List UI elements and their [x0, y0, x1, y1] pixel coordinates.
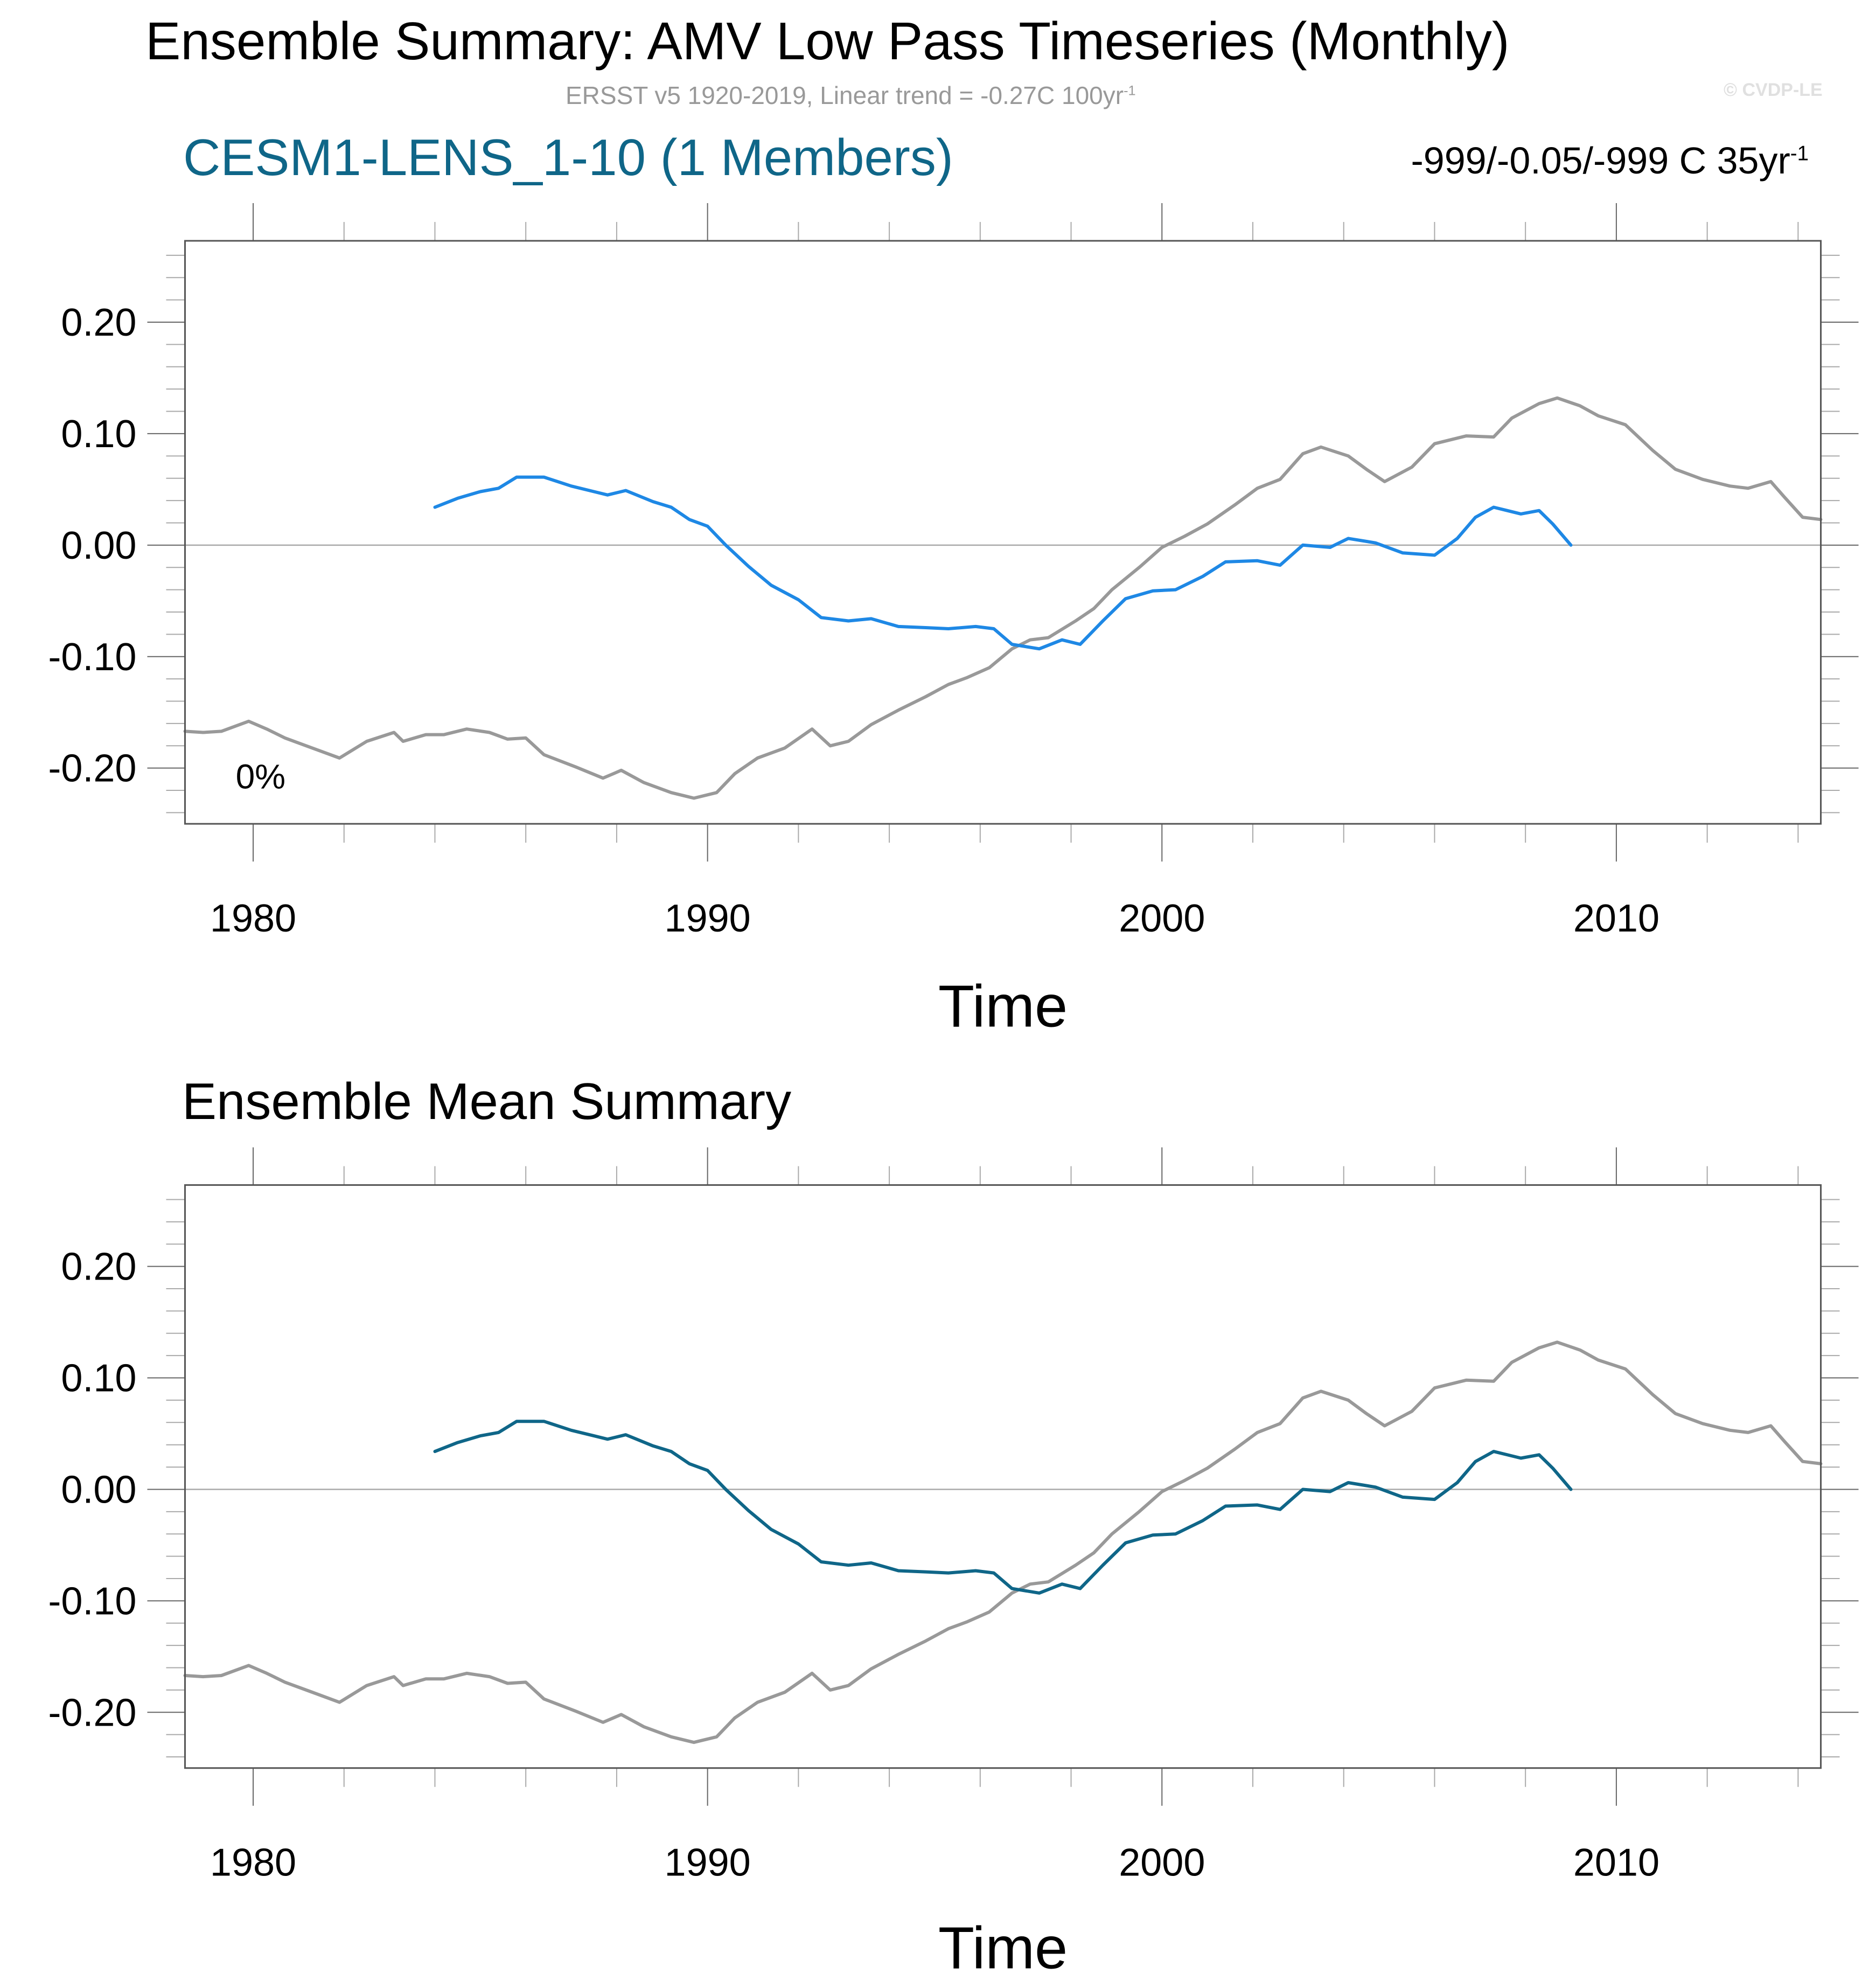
x-axis-title: Time: [938, 974, 1068, 1040]
y-tick-label: -0.20: [48, 747, 136, 790]
observations-series-line: [183, 1340, 1823, 1744]
stats-text: -999/-0.05/-999 C 35yr: [1411, 140, 1790, 182]
subtitle-text: ERSST v5 1920-2019, Linear trend = -0.27…: [566, 81, 1124, 109]
subtitle: ERSST v5 1920-2019, Linear trend = -0.27…: [566, 81, 1136, 110]
stats-superscript: -1: [1790, 142, 1809, 165]
y-tick-label: 0.00: [61, 524, 136, 567]
x-axis-title: Time: [938, 1915, 1068, 1981]
panel-top-stats: -999/-0.05/-999 C 35yr-1: [1411, 139, 1809, 182]
x-tick-label: 1980: [210, 897, 296, 940]
panel-bottom-title: Ensemble Mean Summary: [182, 1073, 792, 1130]
y-tick-label: -0.20: [48, 1691, 136, 1734]
subtitle-superscript: -1: [1124, 83, 1136, 99]
chart-panel-top: 0.20 0.10 0.00 -0.10 -0.20 1980 1990 2000 2010 Ti…: [48, 203, 1859, 1040]
x-tick-label: 1980: [210, 1841, 296, 1885]
percent-annotation: 0%: [236, 757, 286, 796]
panel-top-title: CESM1-LENS_1-10 (1 Members): [183, 129, 953, 186]
x-tick-label: 2010: [1573, 1841, 1659, 1885]
x-tick-label: 2010: [1573, 897, 1659, 940]
model-series-line: [433, 475, 1573, 651]
y-tick-label: 0.00: [61, 1468, 136, 1511]
plot-frame: [184, 240, 1822, 825]
model-series-line: [433, 1420, 1573, 1595]
main-title: Ensemble Summary: AMV Low Pass Timeserie…: [145, 11, 1510, 71]
x-tick-label: 2000: [1119, 1841, 1205, 1885]
y-tick-label: 0.10: [61, 1357, 136, 1400]
x-tick-label: 1990: [665, 1841, 751, 1885]
copyright-label: © CVDP-LE: [1724, 80, 1823, 100]
observations-series-line: [183, 396, 1823, 800]
y-tick-label: -0.10: [48, 1580, 136, 1623]
chart-panel-bottom: 0.20 0.10 0.00 -0.10 -0.20 1980 1990 2000 2010 Ti…: [48, 1147, 1859, 1981]
y-tick-label: -0.10: [48, 636, 136, 679]
plot-frame: [184, 1184, 1822, 1769]
x-tick-label: 1990: [665, 897, 751, 940]
y-tick-label: 0.20: [61, 1246, 136, 1289]
x-tick-label: 2000: [1119, 897, 1205, 940]
y-tick-label: 0.10: [61, 413, 136, 456]
y-tick-label: 0.20: [61, 301, 136, 344]
